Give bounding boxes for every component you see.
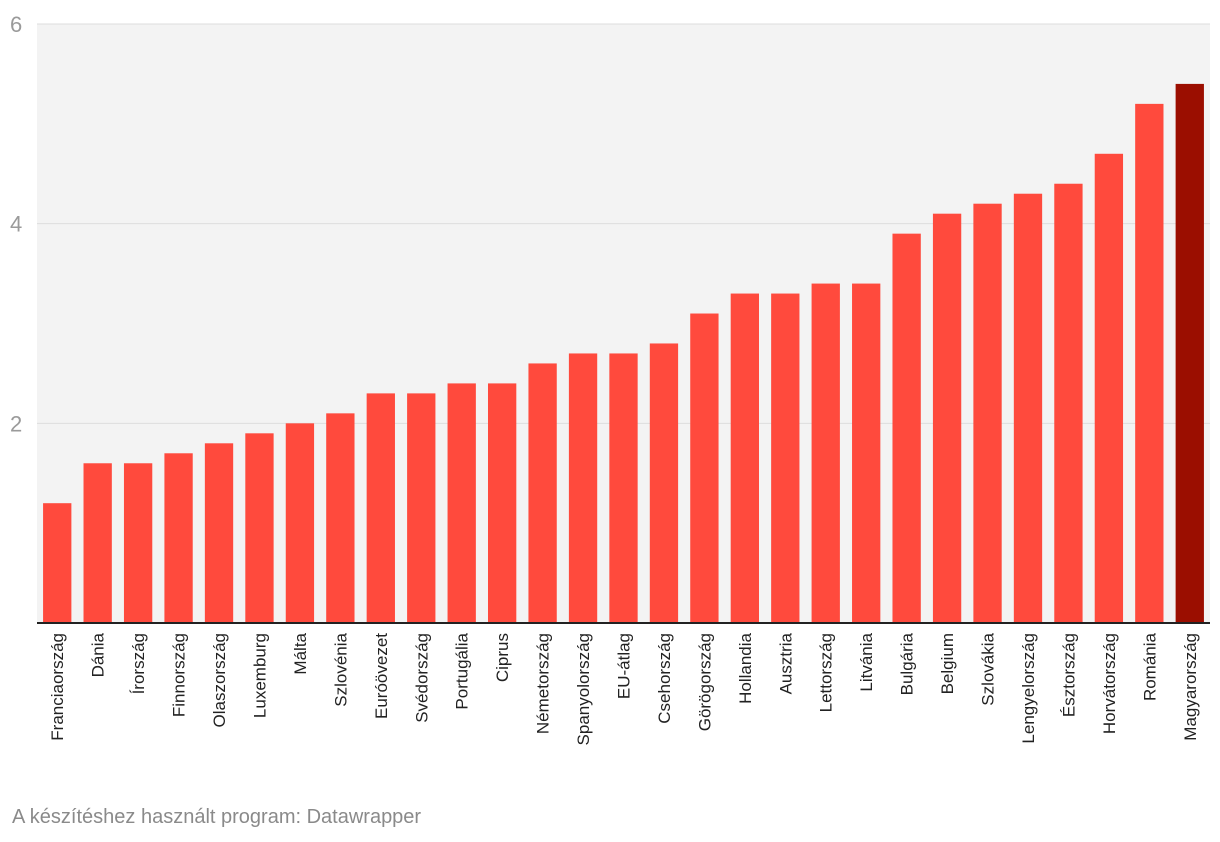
footer-credit: A készítéshez használt program: Datawrap…	[12, 806, 422, 828]
bar	[1175, 83, 1204, 623]
y-tick-label: 6	[10, 12, 22, 37]
x-tick-label: Spanyolország	[574, 633, 593, 745]
bar	[730, 293, 760, 623]
x-tick-label: Svédország	[412, 633, 431, 723]
bar	[366, 393, 395, 623]
bar	[487, 383, 517, 623]
bar	[447, 383, 476, 623]
bar	[771, 293, 800, 623]
bar	[973, 203, 1002, 623]
bar	[123, 463, 153, 623]
x-tick-labels: Franciaország Dánia Írország Finnország Olas…	[48, 632, 1200, 745]
y-tick-label: 4	[10, 212, 22, 237]
bar	[649, 343, 679, 623]
x-tick-label: Görögország	[695, 633, 714, 731]
x-tick-label: Csehország	[655, 633, 674, 724]
x-tick-label: Észtország	[1059, 633, 1078, 717]
x-tick-label: Olaszország	[210, 633, 229, 727]
bar	[245, 433, 274, 623]
bar	[690, 313, 719, 623]
bar	[609, 353, 638, 623]
x-tick-label: Franciaország	[48, 633, 67, 741]
x-tick-label: Románia	[1140, 632, 1159, 701]
x-tick-label: Litvánia	[857, 632, 876, 691]
bar	[164, 453, 193, 623]
bar	[892, 233, 921, 623]
x-tick-label: Horvátország	[1100, 633, 1119, 734]
y-tick-label: 2	[10, 411, 22, 436]
bar	[852, 283, 881, 623]
x-tick-label: Szlovénia	[331, 632, 350, 706]
x-tick-label: Belgium	[938, 633, 957, 694]
bar	[811, 283, 840, 623]
bars	[43, 83, 1204, 624]
bar	[204, 443, 234, 623]
bar	[932, 213, 962, 623]
bar-chart: 2 4 6 Franciaország Dánia Írország Finnország…	[10, 12, 1210, 745]
x-tick-label: Bulgária	[898, 632, 917, 695]
bar	[1013, 193, 1043, 623]
x-tick-label: Ausztria	[776, 632, 795, 694]
x-tick-label: Szlovákia	[979, 632, 998, 705]
bar	[326, 413, 355, 623]
x-tick-label: Magyarország	[1181, 633, 1200, 741]
bar	[285, 423, 315, 623]
x-tick-label: Lettország	[817, 633, 836, 712]
bar	[1054, 183, 1083, 623]
y-tick-labels: 2 4 6	[10, 12, 22, 436]
x-tick-label: Írország	[129, 633, 148, 694]
x-tick-label: Málta	[291, 632, 310, 674]
bar	[83, 463, 112, 623]
bar	[1094, 153, 1124, 624]
x-tick-label: Dánia	[89, 632, 108, 677]
bar	[568, 353, 598, 623]
bar	[407, 393, 436, 623]
x-tick-label: Euróövezet	[372, 633, 391, 719]
x-tick-label: Finnország	[170, 633, 189, 717]
x-tick-label: Hollandia	[736, 632, 755, 703]
x-tick-label: EU-átlag	[615, 633, 634, 699]
bar	[43, 503, 72, 623]
x-tick-label: Portugália	[453, 632, 472, 709]
bar	[528, 363, 557, 623]
bar	[1135, 103, 1164, 623]
x-tick-label: Ciprus	[493, 633, 512, 682]
x-tick-label: Lengyelország	[1019, 633, 1038, 744]
x-tick-label: Németország	[534, 633, 553, 734]
x-tick-label: Luxemburg	[250, 633, 269, 718]
